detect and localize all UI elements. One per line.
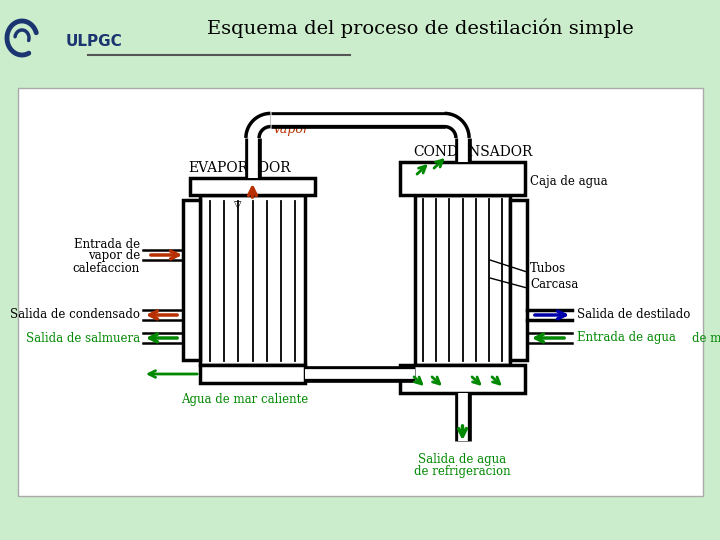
Bar [510,200,527,360]
Bar [400,162,525,195]
Bar [190,178,315,195]
Text: ▽: ▽ [234,200,241,210]
Text: Entrada de agua: Entrada de agua [577,332,676,345]
Text: Salida de destilado: Salida de destilado [577,308,690,321]
Text: de mar: de mar [692,332,720,345]
Text: Esquema del proceso de destilación simple: Esquema del proceso de destilación simpl… [207,18,634,38]
Text: de refrigeracion: de refrigeracion [414,464,510,477]
Text: Salida de salmuera: Salida de salmuera [26,332,140,345]
Text: ULPGC: ULPGC [66,35,122,50]
Text: Agua de mar caliente: Agua de mar caliente [181,393,309,406]
Bar [400,365,525,393]
Bar [18,88,703,496]
Bar [200,195,305,365]
Text: EVAPORADOR: EVAPORADOR [188,161,291,175]
Text: Carcasa: Carcasa [530,278,578,291]
Text: Vapor: Vapor [272,124,310,137]
Bar [183,200,200,360]
Text: Tubos: Tubos [530,261,566,274]
Bar [200,365,305,383]
Text: Salida de agua: Salida de agua [418,453,507,465]
Text: Caja de agua: Caja de agua [530,176,608,188]
Text: calefaccion: calefaccion [73,261,140,274]
Text: Entrada de: Entrada de [74,238,140,251]
Text: CONDENSADOR: CONDENSADOR [413,145,532,159]
Text: Salida de condensado: Salida de condensado [10,308,140,321]
Bar [415,195,510,365]
Text: vapor de: vapor de [88,249,140,262]
